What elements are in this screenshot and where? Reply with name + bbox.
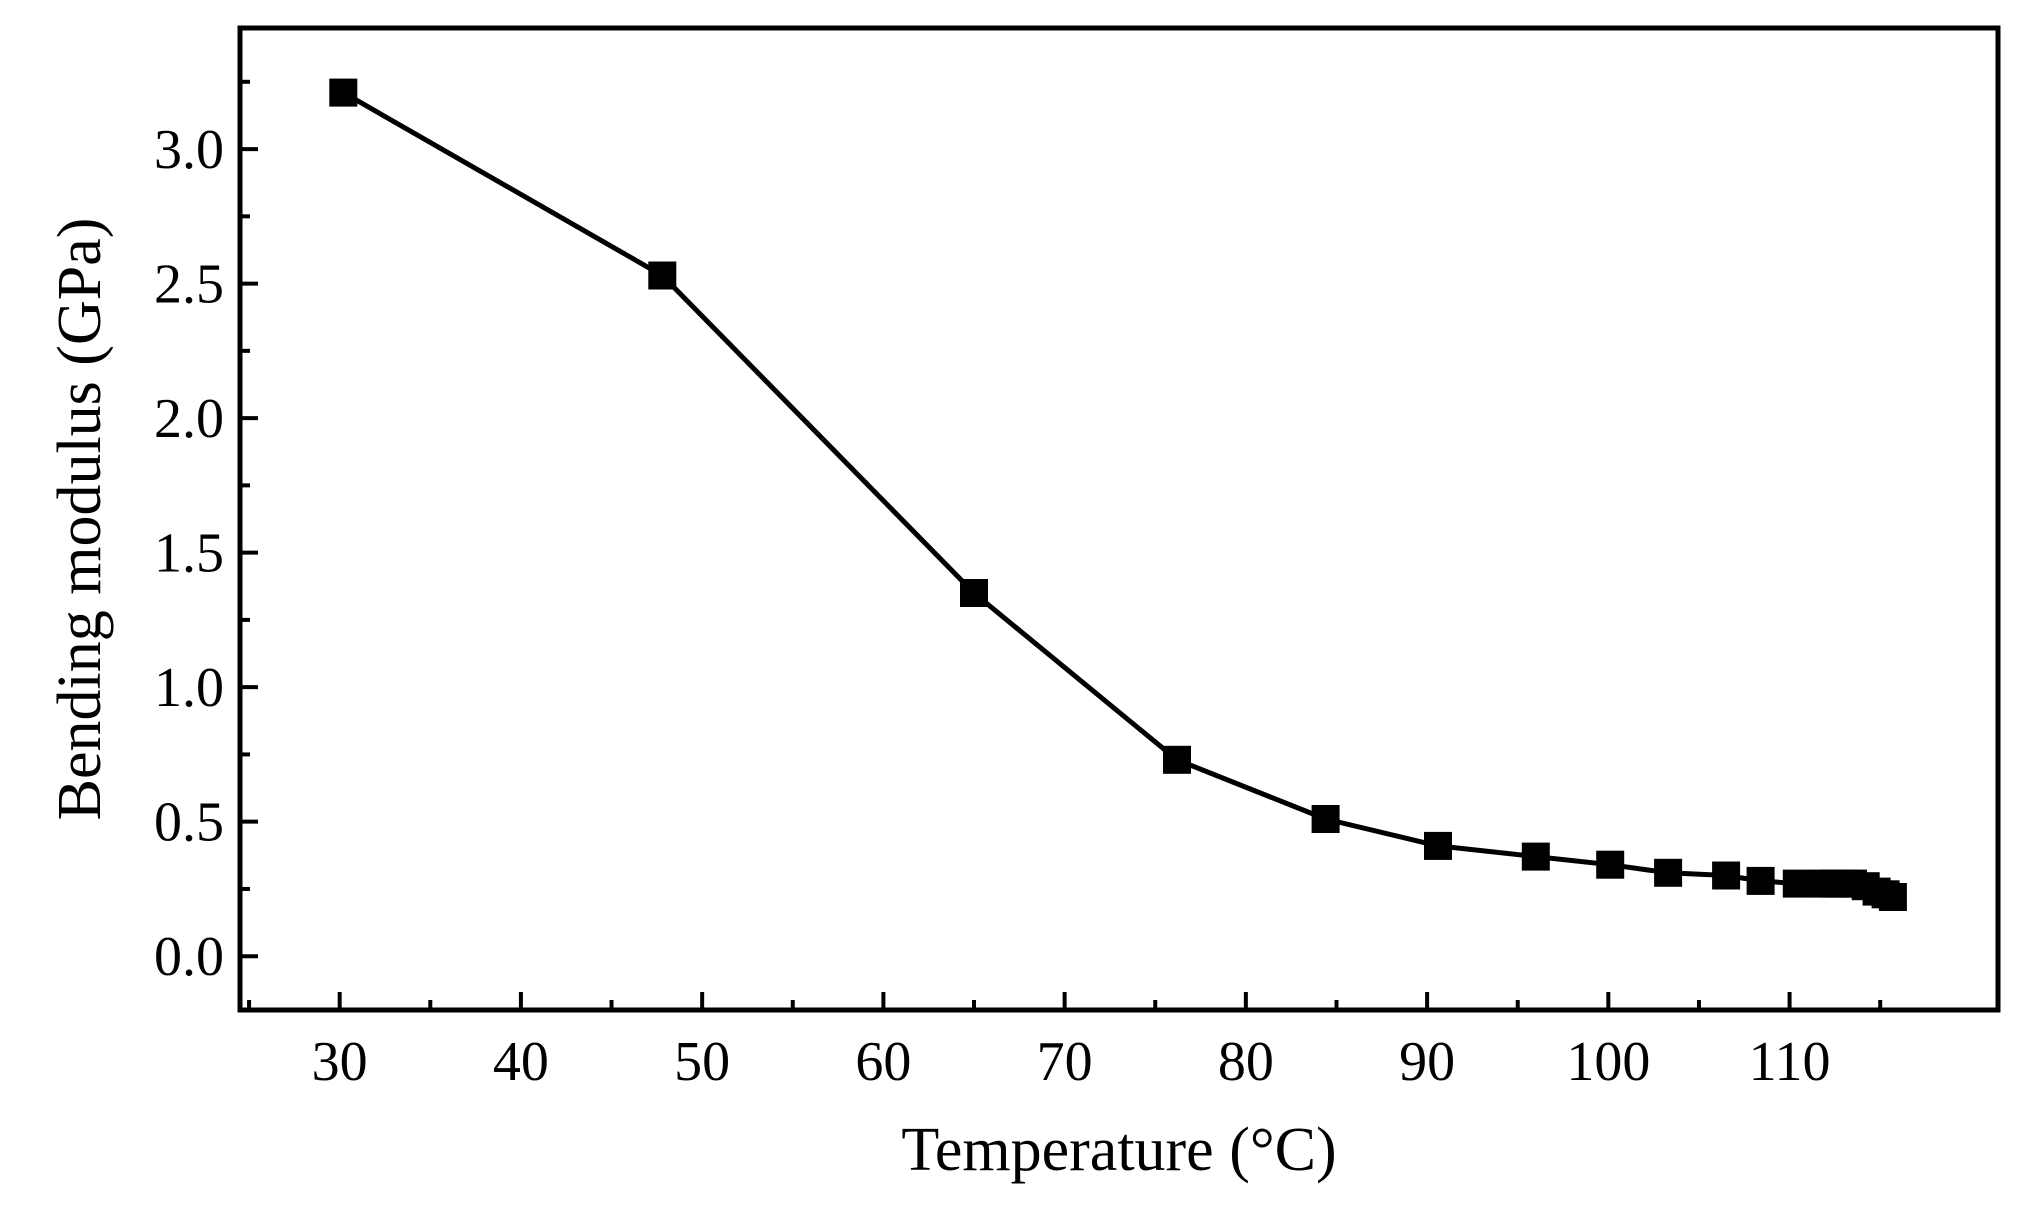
series-line-group: [342, 90, 1894, 900]
data-point: [1521, 842, 1550, 871]
x-tick-labels: 30 40 50 60 70 80 90 100 110: [312, 1031, 1831, 1093]
data-markers: [329, 78, 1907, 911]
x-tick-label: 60: [855, 1031, 911, 1093]
x-tick-label: 50: [674, 1031, 730, 1093]
y-axis-title: Bending modulus (GPa): [46, 218, 114, 821]
y-tick-label: 3.0: [154, 119, 224, 181]
y-tick-labels: 0.0 0.5 1.0 1.5 2.0 2.5 3.0: [154, 119, 224, 988]
data-point: [1712, 861, 1741, 890]
y-tick-label: 1.0: [154, 657, 224, 719]
data-point: [1746, 866, 1775, 895]
data-point: [1424, 831, 1452, 860]
data-point: [1311, 805, 1340, 833]
y-tick-label: 2.0: [154, 388, 224, 450]
data-point: [1163, 745, 1191, 774]
x-tick-label: 80: [1218, 1031, 1274, 1093]
plot-frame: [237, 25, 2001, 1013]
data-point: [1878, 883, 1907, 911]
axis-ticks: [240, 79, 1883, 1010]
y-tick-label: 2.5: [154, 254, 224, 316]
x-tick-label: 30: [312, 1031, 368, 1093]
x-axis-title: Temperature (°C): [901, 1116, 1336, 1184]
y-tick-label: 1.5: [154, 523, 224, 585]
data-point: [960, 579, 988, 607]
x-tick-label: 110: [1749, 1031, 1831, 1093]
data-point: [648, 261, 677, 290]
series-line: [342, 90, 1894, 900]
y-tick-label: 0.5: [154, 792, 224, 854]
data-point: [1654, 858, 1683, 887]
x-tick-label: 90: [1399, 1031, 1455, 1093]
data-point: [1782, 869, 1811, 898]
x-tick-label: 100: [1566, 1031, 1650, 1093]
data-point: [329, 78, 358, 107]
y-tick-label: 0.0: [154, 926, 224, 988]
x-tick-label: 40: [493, 1031, 549, 1093]
data-point: [1596, 850, 1625, 879]
x-tick-label: 70: [1037, 1031, 1093, 1093]
